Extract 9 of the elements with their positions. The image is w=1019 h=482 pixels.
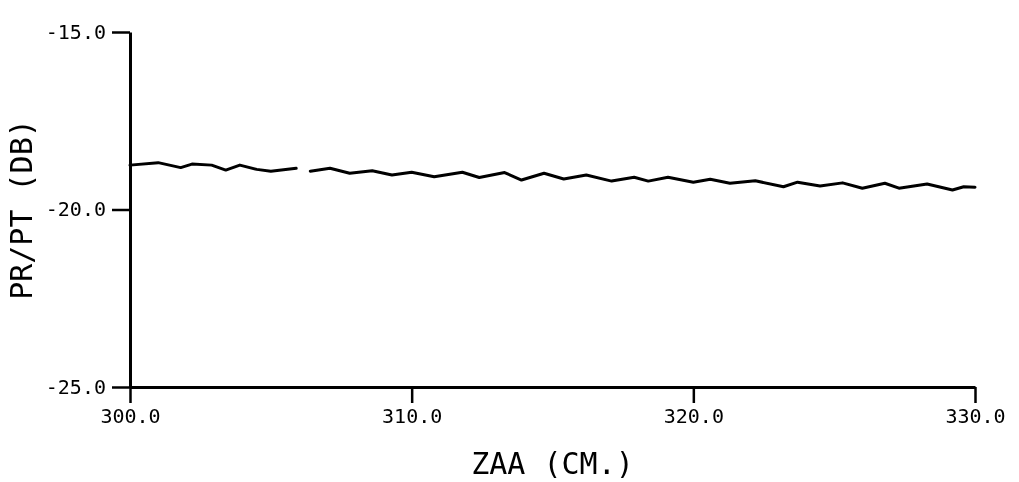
y-tick-label: -20.0 — [45, 197, 106, 222]
x-tick-label: 320.0 — [663, 404, 724, 429]
x-axis-title: ZAA (CM.) — [471, 446, 634, 481]
y-tick-label: -15.0 — [45, 19, 106, 44]
y-axis-title: PR/PT (DB) — [4, 119, 39, 300]
x-tick-label: 330.0 — [945, 404, 1006, 429]
y-tick-label: -25.0 — [45, 374, 106, 399]
x-tick-label: 300.0 — [100, 404, 161, 429]
x-tick-label: 310.0 — [382, 404, 443, 429]
